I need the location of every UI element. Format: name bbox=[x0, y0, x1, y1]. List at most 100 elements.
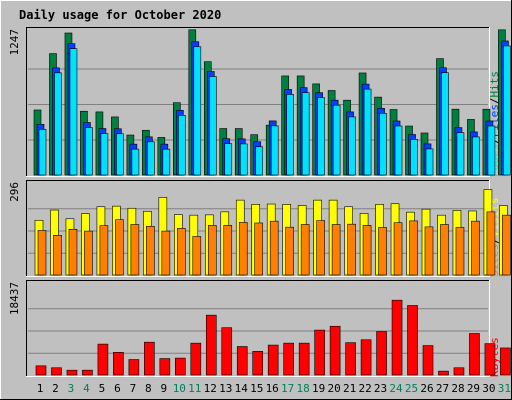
bar-pages bbox=[286, 94, 294, 176]
day-label: 2 bbox=[52, 382, 59, 395]
bar-kbytes bbox=[82, 369, 93, 376]
bar-kbytes bbox=[391, 299, 403, 376]
bar-sites bbox=[471, 220, 480, 276]
day-label: 26 bbox=[420, 382, 433, 395]
bar-pages bbox=[255, 146, 264, 176]
bar-kbytes bbox=[159, 358, 171, 376]
bar-pages bbox=[38, 129, 47, 176]
bar-pages bbox=[301, 92, 310, 176]
bar-sites bbox=[455, 227, 465, 276]
bar-pages bbox=[456, 132, 465, 176]
bar-kbytes bbox=[51, 367, 62, 376]
bar-pages bbox=[85, 127, 93, 176]
day-label: 7 bbox=[130, 382, 137, 395]
bar-pages bbox=[54, 72, 62, 176]
day-label: 13 bbox=[219, 382, 232, 395]
day-label: 23 bbox=[374, 382, 387, 395]
bar-kbytes bbox=[345, 342, 356, 376]
bar-kbytes bbox=[113, 352, 124, 376]
bar-pages bbox=[503, 45, 511, 176]
bar-sites bbox=[207, 225, 217, 276]
bar-kbytes bbox=[252, 351, 264, 376]
panel-hits-files-pages: 1247Pages/Files/Hits bbox=[8, 27, 511, 177]
day-label: 8 bbox=[145, 382, 152, 395]
bar-pages bbox=[224, 143, 233, 176]
bar-kbytes bbox=[267, 344, 279, 376]
bar-sites bbox=[130, 224, 140, 276]
day-label: 22 bbox=[358, 382, 371, 395]
bar-kbytes bbox=[500, 347, 511, 376]
chart-title: Daily usage for October 2020 bbox=[19, 8, 221, 22]
day-label: 18 bbox=[297, 382, 310, 395]
day-label: 6 bbox=[114, 382, 121, 395]
bar-sites bbox=[486, 211, 496, 276]
bar-kbytes bbox=[97, 343, 109, 376]
legend-entry: / bbox=[488, 98, 501, 105]
bar-kbytes bbox=[190, 342, 202, 376]
bar-pages bbox=[147, 141, 155, 176]
bar-pages bbox=[239, 143, 248, 176]
y-max-label: 1247 bbox=[8, 29, 21, 56]
legend-entry: Hits bbox=[488, 71, 501, 98]
bar-kbytes bbox=[205, 314, 217, 376]
day-label: 5 bbox=[99, 382, 106, 395]
y-max-label: 296 bbox=[8, 182, 21, 202]
day-label: 20 bbox=[327, 382, 340, 395]
bar-kbytes bbox=[407, 305, 418, 376]
y-max-label: 18437 bbox=[8, 282, 21, 315]
bar-sites bbox=[362, 225, 372, 276]
bar-kbytes bbox=[236, 346, 248, 376]
bar-kbytes bbox=[221, 327, 233, 376]
bar-sites bbox=[424, 226, 434, 276]
bar-pages bbox=[379, 112, 387, 176]
bar-kbytes bbox=[376, 331, 387, 376]
x-axis-day-labels: 1 2 3 4 5 6 7 8 9 10 11 12 13 14 15 16 17 18 19 20 21 22 23 24 2… bbox=[37, 382, 511, 395]
day-label: 27 bbox=[436, 382, 449, 395]
day-label: 24 bbox=[389, 382, 403, 395]
bar-kbytes bbox=[35, 365, 47, 376]
day-label: 31 bbox=[498, 382, 511, 395]
day-label: 19 bbox=[312, 382, 325, 395]
bar-sites bbox=[331, 224, 341, 276]
day-label: 14 bbox=[235, 382, 249, 395]
bar-kbytes bbox=[438, 370, 449, 376]
day-label: 9 bbox=[161, 382, 168, 395]
day-label: 11 bbox=[188, 382, 201, 395]
day-label: 17 bbox=[281, 382, 294, 395]
day-label: 25 bbox=[405, 382, 418, 395]
bar-pages bbox=[487, 125, 496, 176]
bar-kbytes bbox=[175, 357, 186, 376]
bar-sites bbox=[177, 228, 186, 276]
bar-sites bbox=[84, 230, 93, 276]
bar-kbytes bbox=[453, 367, 465, 376]
bar-kbytes bbox=[128, 359, 140, 376]
bar-sites bbox=[223, 225, 233, 276]
day-label: 10 bbox=[173, 382, 186, 395]
bar-pages bbox=[332, 104, 341, 176]
bar-sites bbox=[99, 225, 109, 276]
bar-pages bbox=[131, 148, 140, 176]
bar-sites bbox=[440, 224, 449, 276]
bar-sites bbox=[347, 223, 356, 276]
bar-sites bbox=[238, 222, 248, 276]
day-label: 21 bbox=[343, 382, 356, 395]
bar-pages bbox=[410, 139, 418, 176]
bar-pages bbox=[270, 125, 279, 176]
bar-sites bbox=[254, 222, 264, 276]
day-label: 15 bbox=[250, 382, 263, 395]
bar-pages bbox=[178, 115, 186, 176]
bar-pages bbox=[317, 97, 325, 176]
bar-pages bbox=[116, 133, 124, 176]
day-label: 1 bbox=[37, 382, 44, 395]
bar-sites bbox=[68, 228, 78, 276]
day-label: 4 bbox=[83, 382, 90, 395]
bar-sites bbox=[393, 222, 403, 276]
panel-kbytes: 18437KBytes bbox=[8, 280, 511, 377]
bar-sites bbox=[37, 230, 47, 276]
day-label: 12 bbox=[204, 382, 217, 395]
bar-pages bbox=[425, 148, 434, 176]
bar-kbytes bbox=[283, 342, 294, 376]
bar-sites bbox=[316, 220, 325, 276]
bar-sites bbox=[502, 214, 511, 276]
